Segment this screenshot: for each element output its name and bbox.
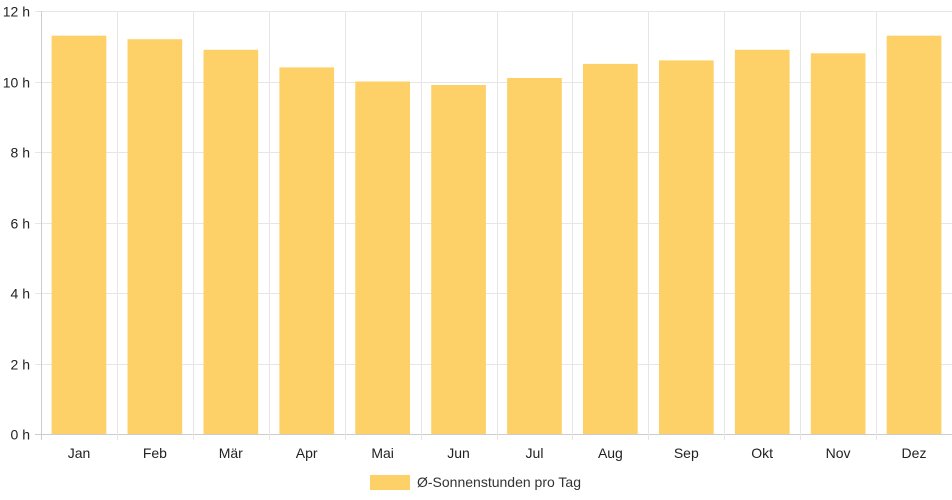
bar-dez[interactable]: [886, 35, 942, 434]
bar-jun[interactable]: [431, 85, 486, 434]
y-tick-label: 12 h: [3, 4, 30, 20]
x-tick-label: Nov: [826, 445, 851, 461]
bar-okt[interactable]: [734, 49, 790, 435]
x-tick-label: Feb: [143, 445, 167, 461]
legend-swatch: [370, 475, 410, 490]
y-tick-label: 2 h: [11, 357, 30, 373]
x-tick-label: Jan: [68, 445, 91, 461]
bar-mär[interactable]: [203, 49, 259, 435]
x-axis-ticks: Jan Feb Mär Apr Mai Jun Jul Aug Sep Okt Nov Dez: [68, 445, 927, 461]
bar-mai[interactable]: [355, 81, 410, 435]
bar-feb[interactable]: [127, 39, 183, 434]
bar-apr[interactable]: [279, 67, 335, 435]
x-tick-label: Apr: [296, 445, 318, 461]
bar-nov[interactable]: [810, 53, 866, 435]
y-tick-label: 8 h: [11, 145, 30, 161]
bar-jan[interactable]: [51, 35, 107, 434]
y-tick-label: 4 h: [11, 286, 30, 302]
x-tick-label: Jun: [447, 445, 470, 461]
y-axis-ticks: 0 h 2 h 4 h 6 h 8 h 10 h 12 h: [3, 4, 30, 443]
x-tick-label: Sep: [674, 445, 699, 461]
grid-lines: [35, 11, 952, 440]
x-tick-label: Aug: [598, 445, 623, 461]
bars: [51, 35, 942, 435]
y-tick-label: 0 h: [11, 427, 30, 443]
x-tick-label: Jul: [526, 445, 544, 461]
bar-aug[interactable]: [583, 63, 638, 435]
x-tick-label: Mär: [219, 445, 243, 461]
x-tick-label: Dez: [902, 445, 927, 461]
x-tick-label: Mai: [371, 445, 394, 461]
legend[interactable]: Ø-Sonnenstunden pro Tag: [370, 474, 581, 490]
y-tick-label: 10 h: [3, 75, 30, 91]
bar-sep[interactable]: [659, 60, 714, 435]
bar-jul[interactable]: [507, 78, 562, 434]
y-tick-label: 6 h: [11, 216, 30, 232]
x-tick-label: Okt: [751, 445, 773, 461]
legend-label: Ø-Sonnenstunden pro Tag: [417, 474, 581, 490]
